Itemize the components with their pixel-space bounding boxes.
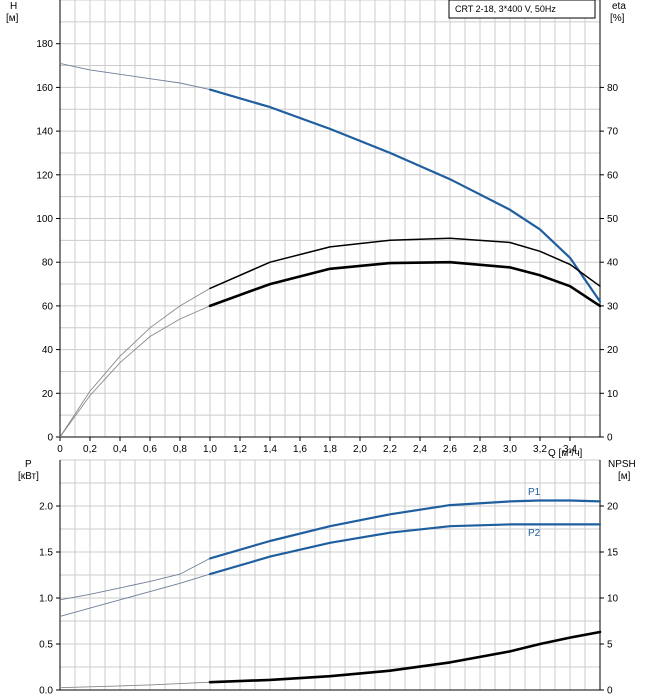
npsh-curve xyxy=(208,630,602,684)
x-tick-label: 1,6 xyxy=(293,444,307,455)
left-tick-label: 0.5 xyxy=(39,640,53,651)
left-tick-label: 140 xyxy=(36,127,53,138)
right-tick-label: 10 xyxy=(607,389,619,400)
x-tick-label: 0,2 xyxy=(83,444,97,455)
left-tick-label: 100 xyxy=(36,214,53,225)
x-tick-label: 3,0 xyxy=(503,444,517,455)
x-tick-label: 2,6 xyxy=(443,444,457,455)
left-tick-label: 180 xyxy=(36,39,53,50)
right-tick-label: 80 xyxy=(607,83,619,94)
eta-axis-unit: [%] xyxy=(610,13,625,24)
x-tick-label: 3,4 xyxy=(563,444,577,455)
right-tick-label: 10 xyxy=(607,594,619,605)
power-axis-label: P xyxy=(25,459,32,470)
left-tick-label: 60 xyxy=(42,301,54,312)
left-tick-label: 20 xyxy=(42,389,54,400)
right-tick-label: 0 xyxy=(607,433,613,444)
head-axis-label: H xyxy=(10,1,17,12)
left-tick-label: 40 xyxy=(42,345,54,356)
labels-layer: 0204060801001201401601800102030405060708… xyxy=(36,39,618,696)
right-tick-label: 60 xyxy=(607,170,619,181)
x-tick-label: 2,4 xyxy=(413,444,427,455)
x-tick-label: 0,8 xyxy=(173,444,187,455)
head-curve xyxy=(208,88,602,303)
right-tick-label: 50 xyxy=(607,214,619,225)
x-tick-label: 0 xyxy=(57,444,63,455)
x-tick-label: 0,4 xyxy=(113,444,127,455)
left-tick-label: 120 xyxy=(36,170,53,181)
left-tick-label: 160 xyxy=(36,83,53,94)
right-tick-label: 5 xyxy=(607,640,613,651)
x-tick-label: 2,8 xyxy=(473,444,487,455)
npsh-axis-label: NPSH xyxy=(608,459,636,470)
npsh-curve-extension xyxy=(59,681,211,689)
x-tick-label: 2,0 xyxy=(353,444,367,455)
right-tick-label: 30 xyxy=(607,301,619,312)
p2-curve xyxy=(208,523,602,576)
series-layer xyxy=(59,62,602,689)
p1-curve xyxy=(208,499,602,560)
power-axis-unit: [кВт] xyxy=(18,471,39,482)
right-tick-label: 20 xyxy=(607,345,619,356)
title-text: CRT 2-18, 3*400 V, 50Hz xyxy=(455,4,556,14)
x-tick-label: 2,2 xyxy=(383,444,397,455)
x-tick-label: 0,6 xyxy=(143,444,157,455)
efficiency-2-curve-extension xyxy=(59,305,211,438)
title-box xyxy=(448,0,596,19)
left-tick-label: 1.0 xyxy=(39,594,53,605)
left-tick-label: 80 xyxy=(42,258,54,269)
x-tick-label: 1,4 xyxy=(263,444,277,455)
head-curve-extension xyxy=(59,62,211,91)
axes-layer xyxy=(56,0,604,691)
p2-curve-extension xyxy=(59,573,211,617)
right-tick-label: 20 xyxy=(607,502,619,513)
left-tick-label: 1.5 xyxy=(39,548,53,559)
p1-curve-extension xyxy=(59,558,211,601)
x-tick-label: 1,0 xyxy=(203,444,217,455)
left-tick-label: 0.0 xyxy=(39,686,53,697)
x-tick-label: 1,2 xyxy=(233,444,247,455)
right-tick-label: 0 xyxy=(607,686,613,697)
x-tick-label: 3,2 xyxy=(533,444,547,455)
left-tick-label: 2.0 xyxy=(39,502,53,513)
efficiency-1-curve-extension xyxy=(59,288,211,438)
npsh-axis-unit: [м] xyxy=(618,471,631,482)
x-tick-label: 1,8 xyxy=(323,444,337,455)
efficiency-1-curve xyxy=(209,237,601,290)
p1-series-label: P1 xyxy=(528,487,541,498)
right-tick-label: 70 xyxy=(607,127,619,138)
right-tick-label: 40 xyxy=(607,258,619,269)
grid-layer xyxy=(59,0,601,691)
head-axis-unit: [м] xyxy=(6,13,19,24)
efficiency-2-curve xyxy=(208,260,602,308)
left-tick-label: 0 xyxy=(47,433,53,444)
p2-series-label: P2 xyxy=(528,528,541,539)
flow-axis-label: Q [м³/ч] xyxy=(548,448,583,459)
right-tick-label: 15 xyxy=(607,548,619,559)
eta-axis-label: eta xyxy=(612,1,626,12)
